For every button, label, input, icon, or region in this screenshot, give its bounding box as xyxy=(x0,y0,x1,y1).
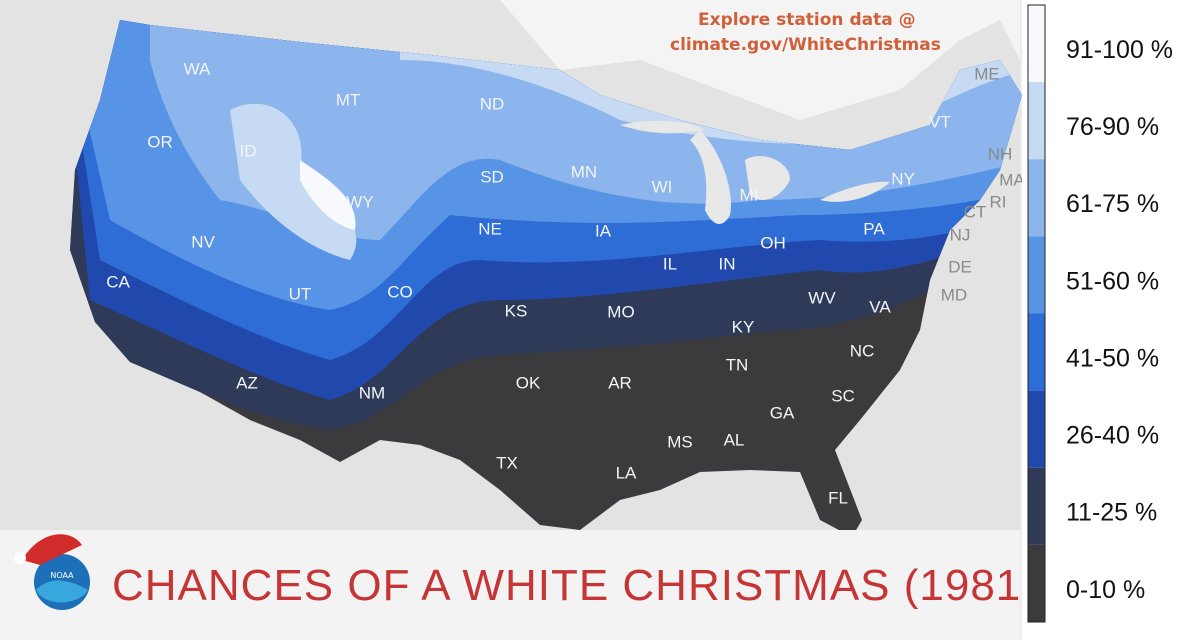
state-label: DE xyxy=(948,257,972,276)
legend-label: 61-75 % xyxy=(1066,190,1159,218)
state-label: GA xyxy=(770,403,795,422)
logo-text: NOAA xyxy=(50,571,74,580)
title-band xyxy=(0,530,1020,640)
state-label: WY xyxy=(346,192,373,211)
state-label: MA xyxy=(999,170,1025,189)
state-label: VA xyxy=(869,297,891,316)
state-label: KS xyxy=(505,301,528,320)
legend-label: 26-40 % xyxy=(1066,422,1159,450)
state-label: WI xyxy=(652,177,673,196)
santa-hat-pom xyxy=(14,552,26,564)
canada xyxy=(500,0,1020,120)
state-label: NE xyxy=(478,219,502,238)
state-label: AR xyxy=(608,373,632,392)
state-label: CO xyxy=(387,282,413,301)
legend-swatch xyxy=(1028,390,1045,468)
legend-swatch xyxy=(1028,5,1045,83)
state-label: MD xyxy=(941,285,967,304)
great-lakes xyxy=(620,120,890,225)
logo-wave xyxy=(36,580,88,603)
state-label: NY xyxy=(891,169,915,188)
state-label: VT xyxy=(929,112,951,131)
legend-swatch xyxy=(1028,544,1045,622)
state-label: FL xyxy=(828,488,848,507)
state-label: LA xyxy=(616,463,637,482)
state-label: IL xyxy=(663,254,677,273)
legend-swatch xyxy=(1028,159,1045,237)
state-label: TX xyxy=(496,453,518,472)
state-label: OK xyxy=(516,373,541,392)
legend-label: 91-100 % xyxy=(1066,36,1173,64)
state-label: WA xyxy=(184,59,211,78)
state-label: NH xyxy=(988,144,1013,163)
legend-panel xyxy=(1022,0,1192,640)
link-note: climate.gov/WhiteChristmas xyxy=(670,35,941,55)
state-label: TN xyxy=(726,355,749,374)
legend-label: 41-50 % xyxy=(1066,344,1159,372)
state-label: AZ xyxy=(236,373,258,392)
state-label: UT xyxy=(289,284,312,303)
state-label: NV xyxy=(191,232,215,251)
legend-swatch xyxy=(1028,236,1045,314)
state-label: ND xyxy=(480,94,505,113)
state-label: MT xyxy=(336,90,361,109)
legend-label: 11-25 % xyxy=(1066,499,1157,527)
map-title: CHANCES OF A WHITE CHRISTMAS (1981-2010) xyxy=(112,561,1154,610)
state-label: ID xyxy=(240,141,257,160)
state-label: PA xyxy=(863,219,885,238)
legend-swatch xyxy=(1028,82,1045,160)
state-label: NC xyxy=(850,341,875,360)
state-label: RI xyxy=(990,192,1007,211)
state-label: MN xyxy=(571,162,597,181)
state-label: ME xyxy=(974,64,1000,83)
state-label: NJ xyxy=(950,225,971,244)
state-label: IA xyxy=(595,221,612,240)
state-label: MI xyxy=(740,185,759,204)
santa-hat xyxy=(22,534,82,565)
state-label: IN xyxy=(719,254,736,273)
state-label: KY xyxy=(732,317,755,336)
legend-swatch xyxy=(1028,313,1045,391)
legend-swatch xyxy=(1028,467,1045,545)
state-label: NM xyxy=(359,383,385,402)
state-label: WV xyxy=(808,288,836,307)
noaa-logo: NOAA xyxy=(14,534,90,610)
legend-label: 76-90 % xyxy=(1066,113,1159,141)
state-label: OH xyxy=(760,233,786,252)
link-note: Explore station data @ xyxy=(698,10,916,30)
legend-border xyxy=(1027,4,1046,623)
state-label: SD xyxy=(480,167,504,186)
state-label: CA xyxy=(106,272,130,291)
state-label: SC xyxy=(831,386,855,405)
state-label: MS xyxy=(667,432,693,451)
state-label: AL xyxy=(724,430,745,449)
state-label: OR xyxy=(147,132,173,151)
state-label: CT xyxy=(964,202,987,221)
legend-label: 0-10 % xyxy=(1066,576,1145,604)
legend-label: 51-60 % xyxy=(1066,267,1159,295)
state-label: MO xyxy=(607,302,634,321)
